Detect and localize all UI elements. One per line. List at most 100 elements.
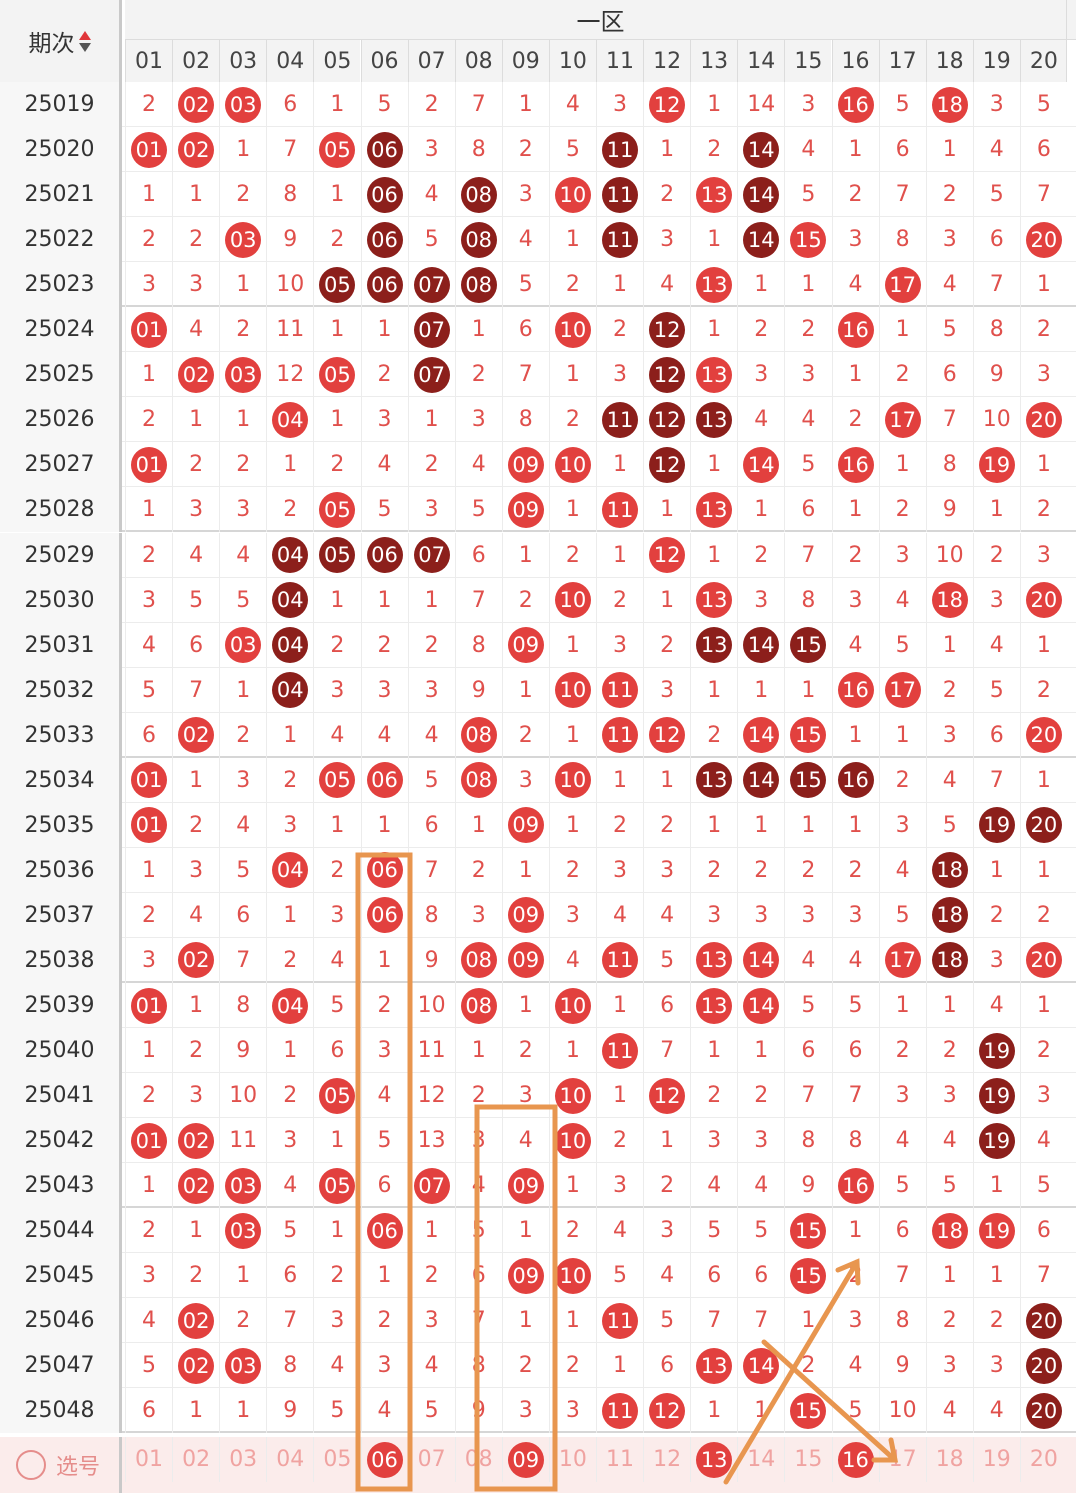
draw-cell: 19 — [972, 1118, 1020, 1164]
miss-count-cell: 1 — [125, 1028, 172, 1074]
draw-cell: 08 — [454, 937, 502, 983]
miss-count-cell: 8 — [266, 1343, 313, 1389]
offscreen-column-ball — [1068, 583, 1076, 619]
miss-count-cell: 8 — [925, 442, 973, 488]
draw-cell: 15 — [784, 712, 831, 758]
miss-count-cell: 11 — [266, 307, 313, 353]
offscreen-column-ball — [1068, 1348, 1076, 1384]
selectable-number[interactable]: 18 — [925, 1437, 973, 1482]
miss-count-cell: 7 — [1019, 1253, 1067, 1299]
table-row: 25020 01 02 1 7 05 06 3 8 2 5 11 1 2 14 4 1 6 1 4 6 — [0, 127, 1076, 173]
drawn-number-ball: 05 — [319, 356, 356, 393]
column-header: 08 — [454, 40, 502, 82]
selectable-number[interactable]: 15 — [784, 1437, 831, 1482]
select-row-header[interactable]: 选号 — [0, 1437, 122, 1493]
drawn-number-ball: 17 — [884, 942, 921, 979]
drawn-number-ball: 20 — [1025, 401, 1062, 438]
drawn-number-ball: 15 — [790, 221, 827, 258]
miss-count-cell: 8 — [831, 1118, 879, 1164]
draw-cell: 09 — [501, 622, 549, 668]
selectable-number[interactable]: 01 — [125, 1437, 172, 1482]
selected-number[interactable]: 13 — [690, 1437, 737, 1482]
draw-cell: 02 — [172, 1163, 219, 1209]
miss-count-cell: 7 — [501, 352, 549, 398]
radio-icon[interactable] — [16, 1450, 46, 1480]
period-cell: 25042 — [0, 1118, 122, 1164]
draw-cell: 11 — [596, 1298, 643, 1344]
selectable-number[interactable]: 02 — [172, 1437, 219, 1482]
selectable-number[interactable]: 05 — [313, 1437, 360, 1482]
miss-count-cell: 1 — [690, 82, 737, 127]
miss-count-cell: 2 — [313, 1253, 360, 1299]
miss-count-cell: 1 — [501, 983, 549, 1028]
selectable-number[interactable]: 10 — [548, 1437, 596, 1482]
miss-count-cell: 8 — [266, 172, 313, 218]
miss-count-cell: 4 — [1019, 1118, 1067, 1164]
period-header[interactable]: 期次 — [0, 0, 122, 82]
drawn-number-ball: 03 — [225, 1167, 262, 1204]
miss-count-cell: 1 — [1019, 622, 1067, 668]
miss-count-cell: 4 — [360, 712, 408, 758]
miss-count-cell: 5 — [831, 1388, 879, 1434]
drawn-number-ball: 01 — [131, 446, 167, 483]
drawn-number-ball: 05 — [319, 491, 356, 528]
drawn-number-ball: 13 — [696, 987, 733, 1024]
draw-cell: 02 — [172, 1343, 219, 1389]
drawn-number-ball: 13 — [696, 266, 733, 303]
miss-count-cell: 7 — [925, 397, 973, 443]
selectable-number[interactable]: 03 — [219, 1437, 266, 1482]
miss-count-cell: 1 — [501, 1298, 549, 1344]
draw-cell: 05 — [313, 532, 360, 578]
drawn-number-ball: 11 — [602, 1032, 638, 1069]
offscreen-column-ball — [1068, 177, 1076, 213]
miss-count-cell: 1 — [737, 802, 784, 848]
selectable-number[interactable]: 04 — [266, 1437, 313, 1482]
drawn-number-ball: 10 — [554, 762, 591, 799]
column-header: 09 — [501, 40, 549, 82]
selected-number-ball[interactable]: 09 — [507, 1441, 544, 1478]
drawn-number-ball: 09 — [507, 627, 544, 664]
selected-number-ball[interactable]: 06 — [366, 1441, 403, 1478]
offscreen-column-ball — [1068, 402, 1076, 438]
miss-count-cell: 9 — [972, 352, 1020, 398]
table-row: 25021 1 1 2 8 1 06 4 08 3 10 11 2 13 14 5 2 7 2 5 7 — [0, 172, 1076, 218]
draw-cell: 05 — [313, 1163, 360, 1209]
selectable-number[interactable]: 08 — [454, 1437, 502, 1482]
draw-cell: 04 — [266, 983, 313, 1028]
miss-count-cell: 10 — [925, 532, 973, 578]
draw-cell: 17 — [878, 937, 926, 983]
selected-number[interactable]: 06 — [360, 1437, 408, 1482]
selectable-number[interactable]: 11 — [596, 1437, 643, 1482]
selectable-number[interactable]: 14 — [737, 1437, 784, 1482]
selectable-number[interactable]: 12 — [643, 1437, 690, 1482]
miss-count-cell: 4 — [972, 127, 1020, 173]
miss-count-cell: 1 — [454, 1028, 502, 1074]
miss-count-cell: 2 — [266, 487, 313, 533]
miss-count-cell: 6 — [972, 712, 1020, 758]
selected-number[interactable]: 16 — [831, 1437, 879, 1482]
miss-count-cell: 1 — [501, 532, 549, 578]
selectable-number[interactable]: 20 — [1019, 1437, 1067, 1482]
miss-count-cell: 1 — [219, 667, 266, 713]
miss-count-cell: 2 — [125, 82, 172, 127]
table-row: 25035 01 2 4 3 1 1 6 1 09 1 2 2 1 1 1 1 3 5 19 20 — [0, 802, 1076, 848]
drawn-number-ball: 17 — [884, 672, 921, 709]
drawn-number-ball: 20 — [1025, 1347, 1062, 1384]
sort-icon[interactable] — [78, 30, 91, 52]
selectable-number[interactable]: 19 — [972, 1437, 1020, 1482]
table-row: 25045 3 2 1 6 2 1 2 6 09 10 5 4 6 6 15 2 7 1 1 7 — [0, 1253, 1076, 1299]
selected-number-ball[interactable]: 16 — [837, 1441, 874, 1478]
selectable-number[interactable]: 17 — [878, 1437, 926, 1482]
drawn-number-ball: 20 — [1025, 717, 1062, 754]
miss-count-cell: 3 — [313, 667, 360, 713]
selectable-number[interactable]: 07 — [407, 1437, 455, 1482]
miss-count-cell: 2 — [878, 352, 926, 398]
drawn-number-ball: 16 — [837, 1167, 874, 1204]
miss-count-cell: 1 — [690, 442, 737, 488]
offscreen-column-ball — [1068, 988, 1076, 1024]
selected-number-ball[interactable]: 13 — [696, 1441, 733, 1478]
draw-cell: 16 — [831, 82, 879, 127]
miss-count-cell: 1 — [690, 307, 737, 353]
selected-number[interactable]: 09 — [501, 1437, 549, 1482]
period-cell: 25022 — [0, 217, 122, 263]
